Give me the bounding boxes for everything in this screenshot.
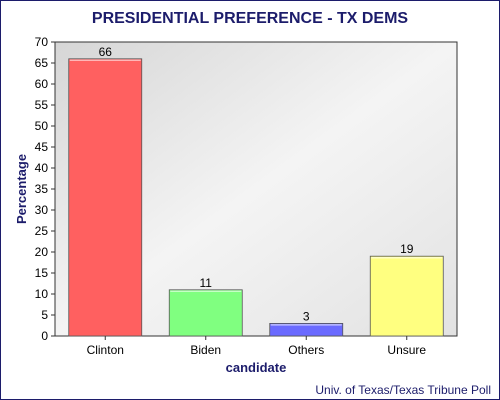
x-tick-label: Clinton — [87, 343, 124, 357]
data-label: 66 — [99, 45, 113, 59]
bar-unsure — [369, 255, 444, 337]
y-tick-label: 10 — [35, 287, 49, 301]
x-axis: Clinton Biden Others Unsure — [87, 336, 426, 357]
y-tick-label: 40 — [35, 161, 49, 175]
bar-clinton — [68, 58, 143, 337]
y-axis-label: Percentage — [14, 154, 29, 224]
y-tick-label: 5 — [41, 308, 48, 322]
y-tick-label: 20 — [35, 245, 49, 259]
y-tick-label: 50 — [35, 119, 49, 133]
data-label: 11 — [200, 276, 213, 290]
y-axis: 0 5 10 15 20 25 30 35 40 45 50 55 60 65 70 — [35, 35, 55, 343]
data-label: 3 — [303, 309, 310, 323]
bar-series: 66 11 3 19 — [68, 45, 444, 337]
y-tick-label: 35 — [35, 182, 49, 196]
x-tick-label: Unsure — [387, 343, 426, 357]
y-tick-label: 60 — [35, 77, 49, 91]
y-tick-label: 45 — [35, 140, 49, 154]
y-tick-label: 0 — [41, 329, 48, 343]
x-axis-label: candidate — [226, 360, 287, 375]
data-label: 19 — [400, 242, 414, 256]
chart-title: PRESIDENTIAL PREFERENCE - TX DEMS — [92, 10, 409, 27]
y-tick-label: 25 — [35, 224, 49, 238]
source-note: Univ. of Texas/Texas Tribune Poll — [315, 383, 491, 397]
bar-biden — [168, 289, 243, 337]
y-tick-label: 65 — [35, 56, 49, 70]
y-tick-label: 30 — [35, 203, 49, 217]
y-tick-label: 55 — [35, 98, 49, 112]
x-tick-label: Others — [288, 343, 324, 357]
y-tick-label: 15 — [35, 266, 49, 280]
y-tick-label: 70 — [35, 35, 49, 49]
x-tick-label: Biden — [190, 343, 221, 357]
